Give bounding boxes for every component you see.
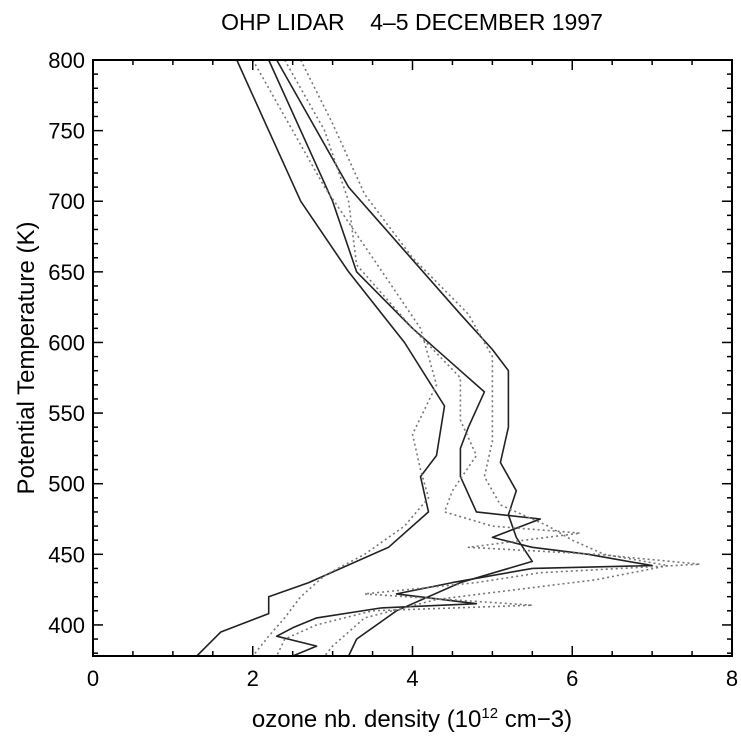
y-tick-label: 500 — [48, 472, 85, 497]
series-line-2 — [267, 59, 653, 657]
series-line-1 — [196, 59, 446, 657]
series-line-6 — [252, 59, 438, 657]
x-tick-label: 6 — [566, 666, 578, 691]
series-line-4 — [275, 59, 701, 657]
y-axis-label: Potential Temperature (K) — [13, 221, 40, 494]
x-axis-label: ozone nb. density (1012 cm−3) — [252, 705, 572, 733]
x-tick-label: 4 — [406, 666, 418, 691]
y-tick-label: 400 — [48, 613, 85, 638]
x-tick-label: 0 — [87, 666, 99, 691]
tick-layer: 0 2 4 6 8 400 450 500 550 600 650 700 750 800 — [48, 48, 738, 691]
y-tick-label: 800 — [48, 48, 85, 73]
y-tick-label: 650 — [48, 260, 85, 285]
x-tick-label: 8 — [726, 666, 738, 691]
y-tick-label: 750 — [48, 119, 85, 144]
x-axis-label-superscript: 12 — [481, 705, 498, 722]
chart-title: OHP LIDAR 4–5 DECEMBER 1997 — [221, 9, 603, 35]
x-tick-label: 2 — [247, 666, 259, 691]
series-line-3 — [276, 59, 534, 657]
y-tick-label: 450 — [48, 542, 85, 567]
y-tick-label: 600 — [48, 330, 85, 355]
x-axis-label-main: ozone nb. density (10 — [252, 706, 482, 733]
y-tick-label: 550 — [48, 401, 85, 426]
y-tick-label: 700 — [48, 189, 85, 214]
series-layer — [196, 59, 701, 657]
x-axis-label-unit: cm−3) — [498, 706, 572, 733]
